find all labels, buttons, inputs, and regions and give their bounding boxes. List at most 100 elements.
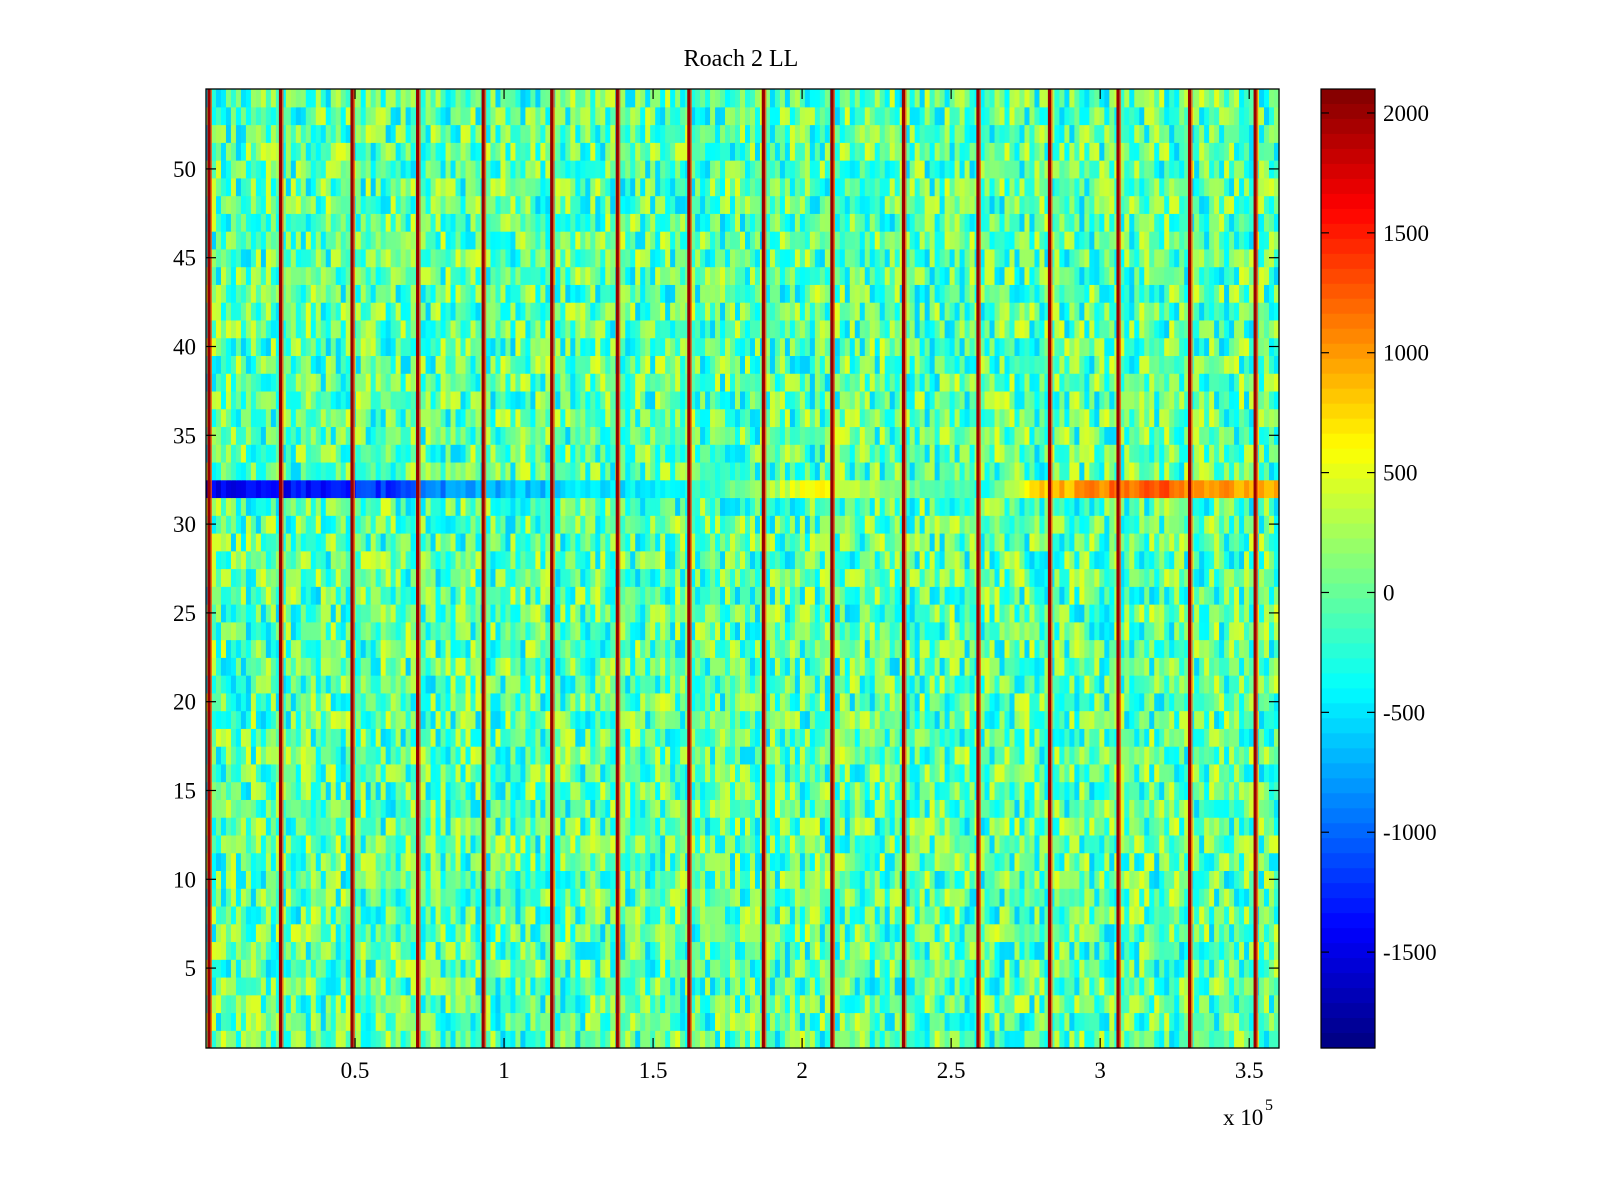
heatmap-cell [1064, 799, 1070, 818]
heatmap-cell [375, 746, 382, 765]
heatmap-cell [909, 639, 916, 658]
heatmap-cell [1069, 1012, 1075, 1031]
heatmap-cell [245, 870, 252, 889]
heatmap-cell [385, 728, 392, 747]
heatmap-cell [275, 1030, 282, 1049]
heatmap-cell [355, 657, 362, 676]
heatmap-cell [295, 675, 302, 694]
heatmap-cell [824, 763, 831, 783]
heatmap-cell [1229, 905, 1235, 925]
heatmap-cell [715, 710, 721, 729]
heatmap-cell [934, 675, 941, 694]
heatmap-cell [754, 675, 761, 694]
heatmap-cell [1104, 834, 1110, 854]
heatmap-cell [1179, 959, 1185, 978]
heatmap-cell [1084, 1012, 1090, 1031]
heatmap-cell [690, 728, 696, 747]
heatmap-cell [215, 657, 222, 676]
heatmap-cell [1249, 994, 1255, 1014]
heatmap-cell [1144, 976, 1150, 996]
heatmap-cell [1009, 675, 1016, 694]
heatmap-cell [1239, 905, 1245, 925]
heatmap-cell [695, 781, 701, 800]
heatmap-cell [235, 852, 242, 872]
heatmap-cell [884, 870, 891, 889]
heatmap-cell [730, 728, 736, 747]
heatmap-cell [784, 692, 791, 712]
heatmap-cell [650, 870, 656, 889]
heatmap-cell [745, 834, 751, 854]
heatmap-cell [660, 657, 666, 676]
heatmap-cell [275, 870, 282, 889]
heatmap-cell [979, 675, 986, 694]
heatmap-cell [1239, 746, 1245, 765]
heatmap-cell [245, 621, 252, 641]
heatmap-cell [1019, 763, 1026, 783]
heatmap-cell [1219, 817, 1225, 836]
heatmap-cell [1044, 941, 1051, 960]
heatmap-cell [1124, 852, 1130, 872]
heatmap-cell [959, 657, 966, 676]
heatmap-cell [929, 746, 936, 765]
heatmap-cell [695, 1030, 701, 1049]
heatmap-cell [1244, 746, 1250, 765]
heatmap-cell [1149, 728, 1155, 747]
heatmap-cell [814, 994, 821, 1014]
heatmap-cell [1234, 941, 1240, 960]
heatmap-cell [779, 941, 786, 960]
heatmap-cell [1229, 870, 1235, 889]
heatmap-cell [999, 1030, 1006, 1049]
heatmap-cell [754, 923, 761, 943]
heatmap-cell [545, 781, 551, 800]
heatmap-cell [305, 639, 312, 658]
heatmap-cell [245, 994, 252, 1014]
heatmap-cell [525, 852, 531, 872]
heatmap-cell [380, 834, 387, 854]
heatmap-cell [280, 799, 287, 818]
heatmap-cell [270, 799, 277, 818]
heatmap-cell [854, 710, 861, 729]
heatmap-cell [635, 923, 641, 943]
heatmap-cell [230, 692, 237, 712]
heatmap-cell [824, 675, 831, 694]
heatmap-cell [505, 675, 512, 694]
heatmap-cell [315, 905, 322, 925]
heatmap-cell [625, 746, 631, 765]
heatmap-cell [764, 763, 771, 783]
heatmap-cell [460, 959, 467, 978]
heatmap-cell [705, 1012, 711, 1031]
heatmap-cell [400, 888, 407, 907]
heatmap-cell [1039, 976, 1046, 996]
heatmap-cell [859, 905, 866, 925]
heatmap-cell [390, 1030, 397, 1049]
heatmap-cell [1104, 746, 1110, 765]
heatmap-cell [255, 657, 262, 676]
heatmap-cell [690, 994, 696, 1014]
heatmap-cell [665, 639, 671, 658]
heatmap-cell [749, 1030, 756, 1049]
heatmap-cell [665, 888, 671, 907]
heatmap-cell [1019, 905, 1026, 925]
heatmap-cell [1174, 675, 1180, 694]
heatmap-cell [395, 941, 402, 960]
heatmap-cell [839, 994, 846, 1014]
heatmap-cell [1249, 799, 1255, 818]
heatmap-cell [285, 1012, 292, 1031]
heatmap-cell [1209, 870, 1215, 889]
heatmap-cell [954, 675, 961, 694]
heatmap-cell [1134, 994, 1140, 1014]
heatmap-cell [225, 781, 232, 800]
heatmap-cell [510, 799, 517, 818]
heatmap-cell [1194, 870, 1200, 889]
heatmap-cell [495, 1012, 502, 1031]
heatmap-cell [794, 710, 801, 729]
heatmap-cell [725, 692, 731, 712]
heatmap-cell [1229, 746, 1235, 765]
heatmap-cell [485, 976, 492, 996]
heatmap-cell [580, 746, 586, 765]
heatmap-cell [1204, 852, 1210, 872]
heatmap-cell [1109, 763, 1115, 783]
heatmap-cell [1164, 834, 1170, 854]
heatmap-cell [720, 870, 726, 889]
heatmap-cell [640, 994, 646, 1014]
